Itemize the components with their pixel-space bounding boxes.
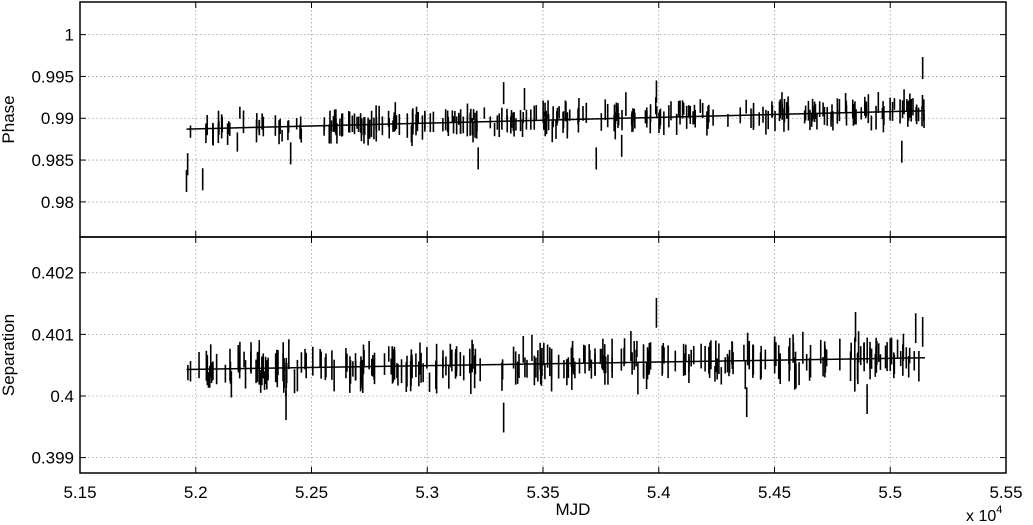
x-tick-label: 5.55	[989, 483, 1022, 502]
fit-line	[186, 357, 925, 371]
y-tick-label: 0.4	[50, 387, 74, 406]
separation-error-bars	[187, 297, 924, 433]
y-tick-label: 0.99	[41, 109, 74, 128]
x-tick-label: 5.35	[526, 483, 559, 502]
separation-axes-frame	[79, 236, 1007, 474]
phase-y-axis-label: Phase	[0, 95, 18, 143]
phase-panel: 0.98 0.985 0.99 0.995 1 Phase	[0, 1, 1007, 238]
y-tick-label: 0.402	[31, 264, 74, 283]
separation-y-axis-label: Separation	[0, 314, 18, 396]
y-tick-label: 1	[65, 26, 74, 45]
phase-y-tick-labels: 0.98 0.985 0.99 0.995 1	[31, 26, 74, 212]
x-tick-label: 5.15	[63, 483, 96, 502]
x-tick-label: 5.5	[878, 483, 902, 502]
x-tick-label: 5.25	[295, 483, 328, 502]
x-tick-labels: 5.15 5.2 5.25 5.3 5.35 5.4 5.45 5.5 5.55	[63, 483, 1022, 502]
phase-error-bars	[185, 57, 925, 193]
y-tick-label: 0.995	[31, 67, 74, 86]
separation-y-tick-labels: 0.399 0.4 0.401 0.402	[31, 264, 74, 468]
phase-fit-line	[186, 109, 925, 130]
x-axis-multiplier: x 104	[966, 504, 1002, 525]
separation-gridlines	[79, 237, 1007, 473]
y-tick-label: 0.985	[31, 151, 74, 170]
y-tick-label: 0.399	[31, 449, 74, 468]
x-axis-multiplier-exponent: 4	[996, 504, 1002, 516]
x-axis-label: MJD	[556, 500, 591, 519]
separation-fit-line	[186, 357, 925, 371]
x-tick-label: 5.45	[758, 483, 791, 502]
y-tick-label: 0.401	[31, 325, 74, 344]
y-tick-label: 0.98	[41, 193, 74, 212]
x-tick-label: 5.3	[415, 483, 439, 502]
x-axis-multiplier-base: x 10	[966, 508, 996, 525]
x-tick-label: 5.2	[184, 483, 208, 502]
separation-panel: 0.399 0.4 0.401 0.402 Separation	[0, 236, 1007, 474]
fit-line	[186, 109, 925, 130]
x-tick-label: 5.4	[647, 483, 671, 502]
